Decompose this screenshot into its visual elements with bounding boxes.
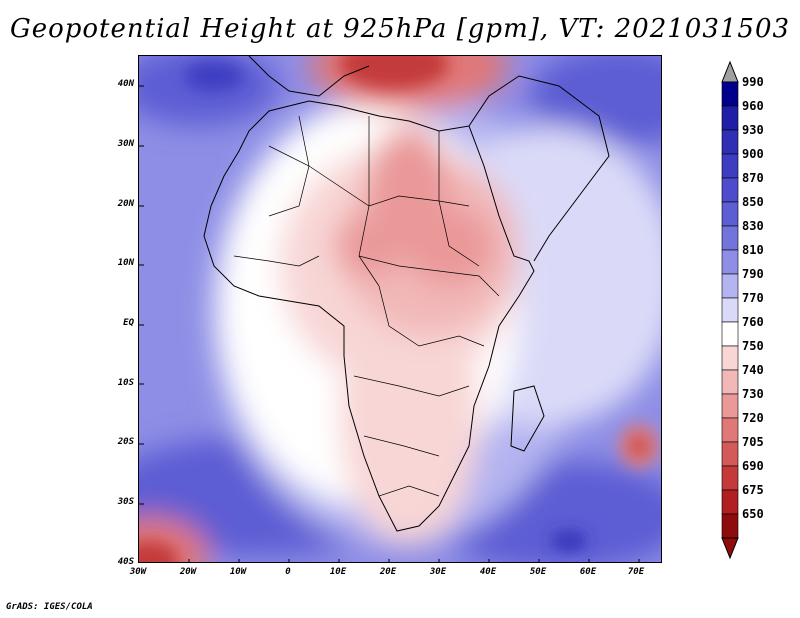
lon-label: 60E — [579, 567, 597, 577]
colorbar-cell — [721, 177, 739, 203]
lon-label: 20E — [379, 567, 397, 577]
colorbar-cell — [721, 345, 739, 371]
lat-label: 20N — [117, 199, 134, 209]
colorbar-top-arrow — [721, 60, 739, 83]
lon-label: 0 — [285, 567, 291, 577]
colorbar-label: 770 — [742, 291, 764, 305]
lat-label: 40S — [117, 557, 134, 567]
lon-label: 30W — [129, 567, 147, 577]
colorbar-cell — [721, 465, 739, 491]
colorbar-label: 760 — [742, 315, 764, 329]
colorbar-cell — [721, 513, 739, 539]
colorbar-cell — [721, 489, 739, 515]
field-extremes — [139, 56, 659, 562]
lat-label: 10S — [117, 378, 134, 388]
lat-label: 10N — [117, 258, 134, 268]
colorbar-label: 870 — [742, 171, 764, 185]
colorbar-label: 750 — [742, 339, 764, 353]
colorbar-label: 705 — [742, 435, 764, 449]
colorbar-label: 650 — [742, 507, 764, 521]
colorbar-label: 720 — [742, 411, 764, 425]
colorbar-label: 790 — [742, 267, 764, 281]
colorbar-label: 730 — [742, 387, 764, 401]
colorbar-cell — [721, 129, 739, 155]
colorbar-label: 675 — [742, 483, 764, 497]
colorbar-cell — [721, 201, 739, 227]
field-shading — [139, 56, 661, 562]
colorbar-cell — [721, 369, 739, 395]
credit-label: GrADS: IGES/COLA — [6, 602, 93, 612]
colorbar-cell — [721, 225, 739, 251]
colorbar-label: 810 — [742, 243, 764, 257]
colorbar-label: 850 — [742, 195, 764, 209]
colorbar-cell — [721, 393, 739, 419]
lon-label: 10W — [229, 567, 247, 577]
colorbar-cell — [721, 249, 739, 275]
lon-label: 50E — [529, 567, 547, 577]
colorbar-cell — [721, 417, 739, 443]
colorbar-label: 690 — [742, 459, 764, 473]
lon-label: 40E — [479, 567, 497, 577]
lon-label: 30E — [429, 567, 447, 577]
colorbar-label: 990 — [742, 75, 764, 89]
lon-label: 20W — [179, 567, 197, 577]
lat-label: 40N — [117, 79, 134, 89]
colorbar-label: 740 — [742, 363, 764, 377]
map-title: Geopotential Height at 925hPa [gpm], VT:… — [9, 14, 791, 44]
lat-label: 20S — [117, 437, 134, 447]
colorbar-cell — [721, 441, 739, 467]
colorbar-cells — [721, 60, 739, 560]
country-borders — [233, 115, 500, 497]
lat-label: EQ — [123, 318, 134, 328]
colorbar-cell — [721, 105, 739, 131]
colorbar-label: 830 — [742, 219, 764, 233]
map-panel — [138, 55, 662, 563]
colorbar-bottom-arrow — [721, 537, 739, 560]
colorbar-cell — [721, 153, 739, 179]
lat-label: 30S — [117, 497, 134, 507]
lat-label: 30N — [117, 139, 134, 149]
colorbar-label: 900 — [742, 147, 764, 161]
height-field-map — [139, 56, 661, 562]
lon-label: 70E — [627, 567, 645, 577]
colorbar-cell — [721, 81, 739, 107]
colorbar-label: 930 — [742, 123, 764, 137]
colorbar-label: 960 — [742, 99, 764, 113]
colorbar-cell — [721, 297, 739, 323]
axis-ticks — [139, 85, 640, 562]
colorbar-cell — [721, 321, 739, 347]
colorbar-cell — [721, 273, 739, 299]
colorbar — [721, 60, 739, 560]
lon-label: 10E — [329, 567, 347, 577]
